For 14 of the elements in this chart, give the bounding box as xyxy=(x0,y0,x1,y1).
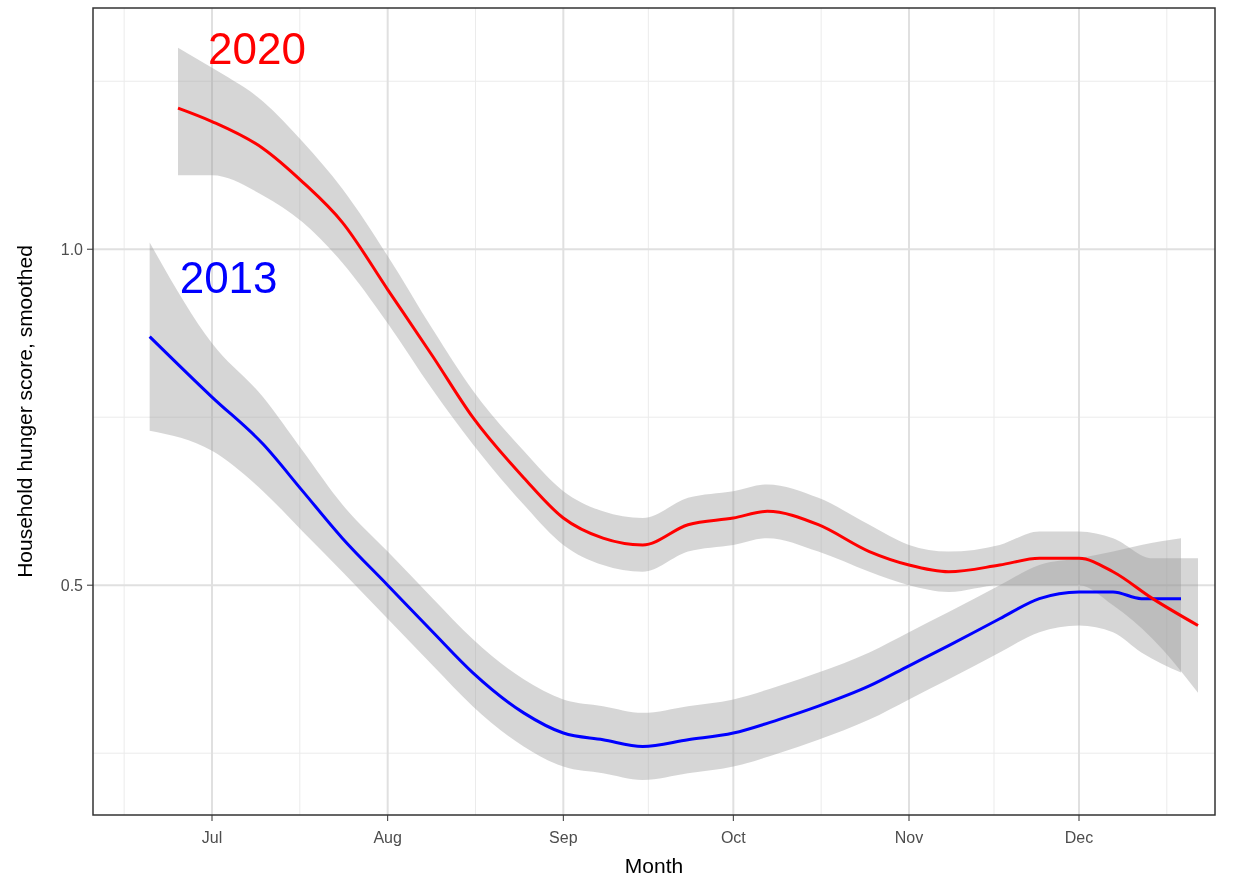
line-series xyxy=(148,335,1183,748)
series-label: 2020 xyxy=(208,24,306,74)
y-tick-label: 1.0 xyxy=(60,240,84,258)
y-tick-label: 0.5 xyxy=(60,576,84,594)
x-tick-label: Jul xyxy=(201,829,223,846)
x-tick-label: Nov xyxy=(894,829,924,846)
line-series xyxy=(176,106,1200,628)
x-tick-label: Oct xyxy=(720,829,747,846)
y-axis-title: Household hunger score, smoothed xyxy=(13,245,36,578)
x-tick-label: Aug xyxy=(373,829,402,846)
x-tick-label: Dec xyxy=(1064,829,1094,846)
series-label: 2013 xyxy=(179,252,278,302)
x-tick-label: Sep xyxy=(549,829,578,846)
x-axis-title: Month xyxy=(624,854,684,877)
